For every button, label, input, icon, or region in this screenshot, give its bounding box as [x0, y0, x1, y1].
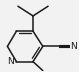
Text: N: N — [70, 42, 77, 51]
Text: N: N — [7, 57, 14, 66]
